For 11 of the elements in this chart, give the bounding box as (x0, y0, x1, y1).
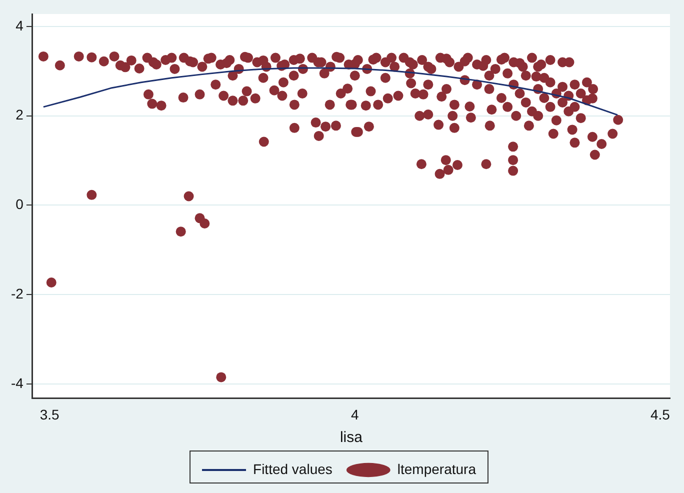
y-tick-label: -2 (10, 285, 24, 302)
y-tick-label: -4 (10, 374, 24, 391)
x-axis-title: lisa (340, 429, 364, 446)
legend-label: ltemperatura (397, 460, 476, 477)
x-tick-label: 4.5 (650, 406, 670, 422)
y-tick-label: 4 (16, 17, 24, 34)
y-tick-label: 2 (16, 106, 24, 123)
x-tick-label: 3.5 (40, 406, 60, 422)
legend-label: Fitted values (253, 460, 332, 477)
y-tick-label: 0 (16, 196, 24, 212)
x-tick-label: 4 (350, 406, 359, 422)
